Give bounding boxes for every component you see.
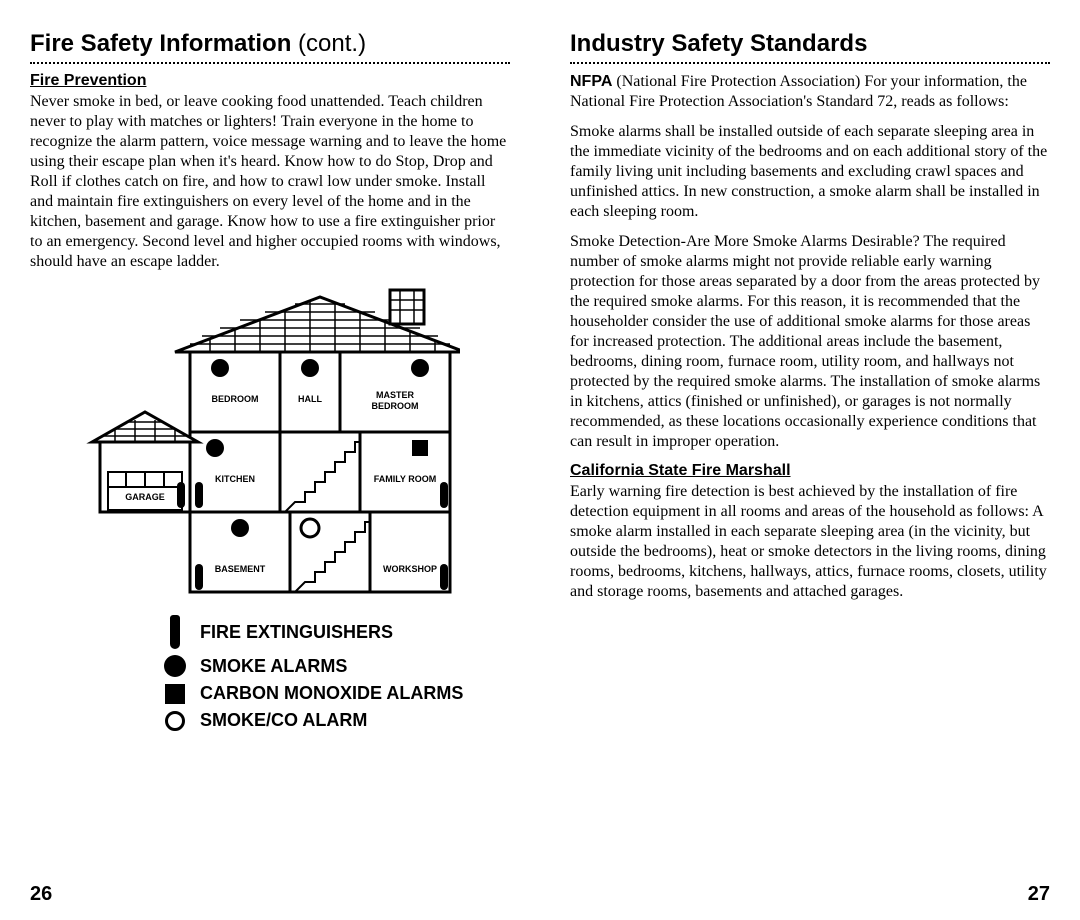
right-column: Industry Safety Standards NFPA (National… <box>540 0 1080 920</box>
svg-text:GARAGE: GARAGE <box>125 492 165 502</box>
right-dotted-rule <box>570 62 1050 64</box>
page-spread: Fire Safety Information (cont.) Fire Pre… <box>0 0 1080 920</box>
svg-text:BASEMENT: BASEMENT <box>215 564 266 574</box>
legend-co-label: CARBON MONOXIDE ALARMS <box>200 683 463 704</box>
fire-prevention-heading: Fire Prevention <box>30 72 510 90</box>
nfpa-p1: Smoke alarms shall be installed outside … <box>570 122 1050 222</box>
nfpa-bold: NFPA <box>570 73 612 90</box>
left-title-cont: (cont.) <box>291 30 366 57</box>
house-diagram: BEDROOM HALL MASTER BEDROOM GARAGE KITCH… <box>30 282 510 607</box>
svg-text:BEDROOM: BEDROOM <box>372 401 419 411</box>
left-title: Fire Safety Information (cont.) <box>30 30 510 58</box>
left-column: Fire Safety Information (cont.) Fire Pre… <box>0 0 540 920</box>
smoke-alarm-icon <box>160 655 190 677</box>
svg-text:KITCHEN: KITCHEN <box>215 474 255 484</box>
california-heading: California State Fire Marshall <box>570 462 1050 480</box>
co-alarm-icon <box>160 684 190 704</box>
legend-fe-label: FIRE EXTINGUISHERS <box>200 622 393 643</box>
legend-co-alarms: CARBON MONOXIDE ALARMS <box>160 683 510 704</box>
left-title-main: Fire Safety Information <box>30 30 291 57</box>
nfpa-rest: (National Fire Protection Association) F… <box>570 73 1027 110</box>
page-number-right: 27 <box>1028 883 1050 906</box>
svg-text:WORKSHOP: WORKSHOP <box>383 564 437 574</box>
svg-text:HALL: HALL <box>298 394 322 404</box>
legend-fire-extinguishers: FIRE EXTINGUISHERS <box>160 615 510 649</box>
legend-smoke-alarms: SMOKE ALARMS <box>160 655 510 677</box>
legend-smoke-co-alarm: SMOKE/CO ALARM <box>160 710 510 731</box>
legend: FIRE EXTINGUISHERS SMOKE ALARMS CARBON M… <box>160 615 510 731</box>
california-body: Early warning fire detection is best ach… <box>570 482 1050 602</box>
svg-text:MASTER: MASTER <box>376 390 415 400</box>
legend-smoke-label: SMOKE ALARMS <box>200 656 347 677</box>
nfpa-p2: Smoke Detection-Are More Smoke Alarms De… <box>570 232 1050 452</box>
house-svg: BEDROOM HALL MASTER BEDROOM GARAGE KITCH… <box>80 282 460 602</box>
fire-prevention-body: Never smoke in bed, or leave cooking foo… <box>30 92 510 272</box>
svg-text:BEDROOM: BEDROOM <box>212 394 259 404</box>
nfpa-intro: NFPA (National Fire Protection Associati… <box>570 72 1050 112</box>
fire-extinguisher-icon <box>160 615 190 649</box>
page-number-left: 26 <box>30 883 52 906</box>
smoke-co-alarm-icon <box>160 711 190 731</box>
svg-text:FAMILY ROOM: FAMILY ROOM <box>374 474 437 484</box>
right-title: Industry Safety Standards <box>570 30 1050 58</box>
legend-combo-label: SMOKE/CO ALARM <box>200 710 367 731</box>
left-dotted-rule <box>30 62 510 64</box>
